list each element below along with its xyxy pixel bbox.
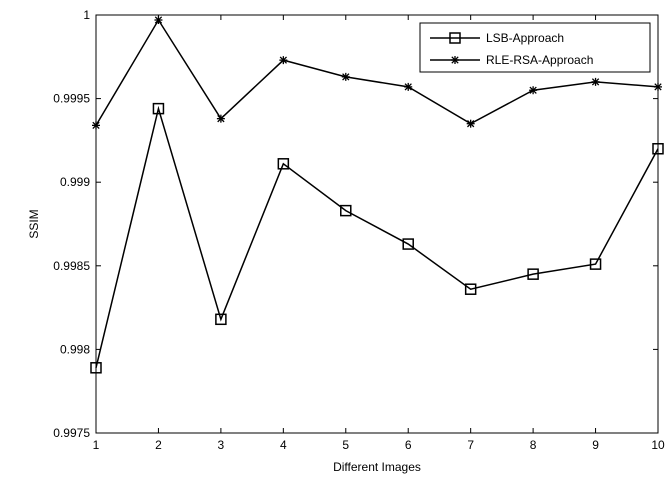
- axis-ticks: 1 2 3 4 5 6 7 8 9 10 0.9975 0.998 0.9985 0.999 0.9995 1: [53, 8, 665, 452]
- x-tick-label: 5: [342, 438, 349, 452]
- x-tick-label: 4: [280, 438, 287, 452]
- data-point-lsb: [90, 362, 102, 374]
- data-point-lsb: [277, 158, 290, 170]
- data-point-rle-rsa: [92, 121, 100, 130]
- y-tick-label: 0.999: [60, 175, 90, 189]
- legend-marker-rle-rsa: [451, 56, 459, 64]
- x-tick-label: 7: [467, 438, 474, 452]
- x-tick-label: 2: [155, 438, 162, 452]
- x-tick-label: 9: [592, 438, 599, 452]
- data-point-rle-rsa: [466, 119, 475, 128]
- data-point-lsb: [589, 258, 602, 270]
- x-axis-title: Different Images: [333, 460, 421, 474]
- data-point-lsb: [152, 102, 165, 115]
- data-point-lsb: [402, 238, 414, 250]
- y-tick-label: 0.998: [60, 342, 90, 356]
- data-point-lsb: [464, 283, 477, 295]
- y-tick-label: 0.9995: [53, 92, 90, 106]
- legend-box: [419, 22, 651, 73]
- series-layer: [90, 16, 664, 374]
- x-tick-label: 10: [651, 438, 665, 452]
- data-point-lsb: [340, 204, 352, 217]
- data-point-rle-rsa: [654, 82, 662, 91]
- data-point-rle-rsa: [216, 114, 225, 123]
- data-point-rle-rsa: [529, 86, 538, 95]
- x-tick-label: 8: [530, 438, 537, 452]
- x-tick-label: 3: [218, 438, 225, 452]
- plot-area: [95, 14, 659, 434]
- data-point-rle-rsa: [279, 56, 288, 65]
- data-point-lsb: [527, 268, 539, 280]
- y-axis-title: SSIM: [27, 209, 41, 238]
- series-line-rle-rsa: [95, 18, 659, 126]
- x-tick-label: 1: [93, 438, 100, 452]
- y-tick-label: 0.9985: [53, 259, 90, 273]
- series-line-lsb: [95, 105, 659, 368]
- data-point-rle-rsa: [404, 82, 413, 91]
- x-tick-label: 6: [405, 438, 412, 452]
- data-point-rle-rsa: [591, 77, 600, 86]
- legend-label-rle-rsa: RLE-RSA-Approach: [486, 53, 593, 67]
- legend: LSB-Approach RLE-RSA-Approach: [419, 22, 651, 73]
- y-tick-label: 0.9975: [53, 426, 90, 440]
- data-point-rle-rsa: [154, 16, 163, 25]
- legend-star-glyph: [451, 56, 459, 64]
- data-point-rle-rsa: [341, 72, 350, 81]
- y-tick-label: 1: [83, 8, 90, 22]
- legend-marker-lsb: [449, 32, 461, 44]
- legend-label-lsb: LSB-Approach: [486, 31, 564, 45]
- data-point-lsb: [215, 313, 227, 326]
- data-point-lsb: [652, 143, 664, 155]
